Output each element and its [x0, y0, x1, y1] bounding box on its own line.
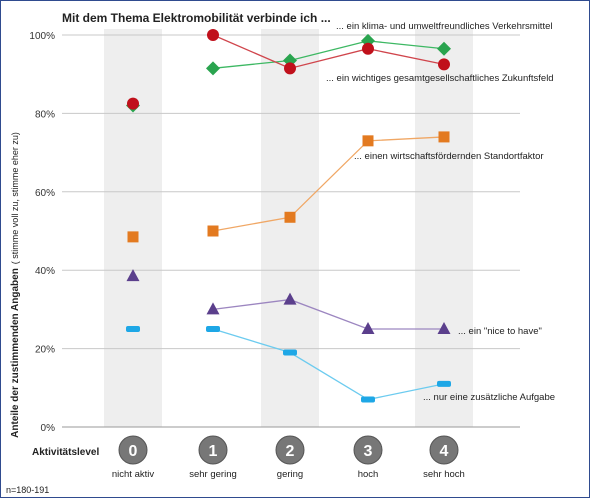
- data-point-diamond: [437, 41, 451, 56]
- series-line: [212, 34, 445, 70]
- data-point-dash: [361, 396, 375, 403]
- level-label: sehr gering: [189, 469, 237, 480]
- series-line: [212, 328, 445, 401]
- data-point-square: [362, 135, 374, 147]
- level-label: nicht aktiv: [112, 469, 154, 480]
- y-axis-label-sub: ( stimme voll zu, stimme eher zu): [10, 132, 20, 264]
- level-badge: [353, 435, 383, 465]
- level-number: 0: [129, 443, 138, 460]
- series-line: [212, 298, 444, 330]
- data-point-triangle: [361, 322, 375, 334]
- data-point-dash: [206, 326, 220, 332]
- data-point-circle: [438, 58, 450, 71]
- category-band: [261, 29, 319, 427]
- data-point-diamond: [206, 61, 220, 76]
- data-point-square: [127, 231, 139, 243]
- y-tick-label: 40%: [35, 266, 55, 277]
- level-number: 2: [286, 443, 295, 460]
- series-label: ... nur eine zusätzliche Aufgabe: [423, 392, 555, 403]
- level-badge: [198, 435, 228, 465]
- level-badge: [118, 435, 148, 465]
- data-point-square: [438, 131, 450, 143]
- data-point-circle: [284, 62, 296, 75]
- level-number: 3: [364, 443, 373, 460]
- y-tick-label: 60%: [35, 188, 55, 199]
- series-label: ... einen wirtschaftsfördernden Standort…: [354, 151, 544, 162]
- data-point-circle: [127, 97, 139, 110]
- category-band: [104, 29, 162, 427]
- level-label: gering: [277, 469, 303, 480]
- x-axis-label: Aktivitätslevel: [32, 447, 99, 458]
- data-point-dash: [437, 380, 451, 387]
- sample-size-note: n=180-191: [6, 485, 49, 495]
- data-point-diamond: [283, 53, 297, 68]
- data-point-triangle: [206, 302, 220, 315]
- level-badge: [275, 435, 305, 465]
- data-point-dash: [283, 349, 297, 356]
- y-tick-labels: 0% 20% 40% 60% 80% 100%: [29, 31, 55, 434]
- y-tick-label: 100%: [29, 31, 55, 42]
- chart-title: Mit dem Thema Elektromobilität verbinde …: [62, 11, 331, 25]
- data-point-circle: [362, 42, 374, 55]
- gridlines: [62, 34, 520, 428]
- series-label: ... ein klima- und umweltfreundliches Ve…: [336, 21, 552, 32]
- series-labels: ... ein klima- und umweltfreundliches Ve…: [326, 21, 555, 403]
- data-point-circle: [207, 29, 219, 41]
- x-categories: 0 nicht aktiv 1 sehr gering 2 gering 3 hoch 4 seh…: [112, 435, 465, 480]
- data-point-dash: [126, 326, 140, 332]
- category-band: [415, 29, 473, 427]
- category-bands: [104, 29, 473, 427]
- series-line: [212, 136, 445, 232]
- data-point-square: [207, 225, 219, 237]
- series-label: ... ein "nice to have": [458, 326, 542, 337]
- data-point-triangle: [283, 292, 297, 305]
- level-number: 4: [440, 443, 449, 460]
- series-line: [212, 40, 445, 69]
- level-number: 1: [209, 443, 218, 460]
- y-axis-label-main: Anteile der zustimmenden Angaben: [10, 268, 21, 438]
- level-label: sehr hoch: [423, 469, 465, 480]
- y-tick-label: 20%: [35, 345, 55, 356]
- level-label: hoch: [358, 469, 379, 480]
- data-point-triangle: [437, 322, 451, 334]
- series-lines: [212, 34, 445, 401]
- y-tick-label: 80%: [35, 109, 55, 120]
- data-point-triangle: [126, 269, 140, 282]
- series-label: ... ein wichtiges gesamtgesellschaftlich…: [326, 73, 554, 84]
- level-badge: [429, 435, 459, 465]
- y-tick-label: 0%: [41, 423, 56, 434]
- data-point-square: [284, 211, 296, 223]
- y-axis-label: Anteile der zustimmenden Angaben ( stimme…: [10, 132, 21, 438]
- series-markers: [126, 29, 451, 403]
